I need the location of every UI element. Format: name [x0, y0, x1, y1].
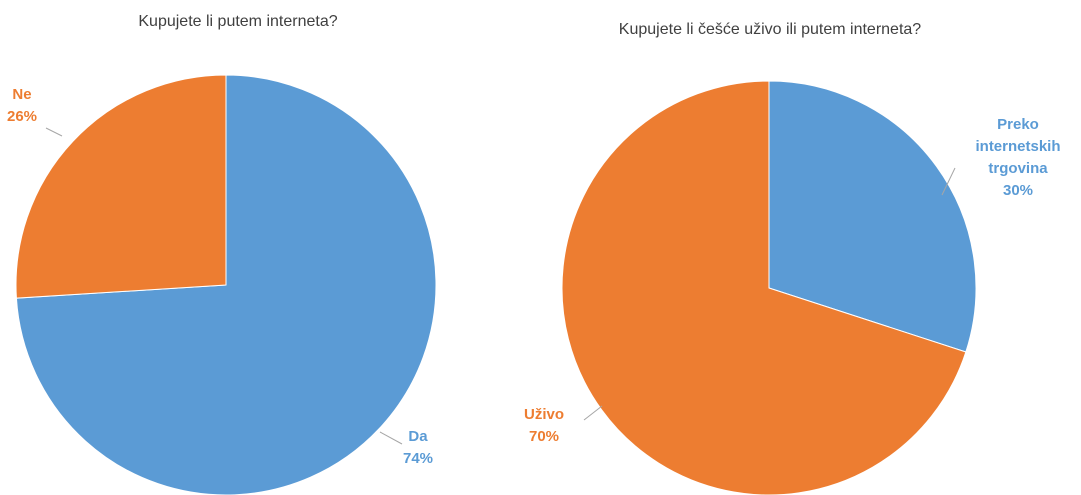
data-label: Ne 26% — [0, 84, 44, 128]
value-label: 26% — [6, 108, 38, 125]
chart-title: Kupujete li češće uživo ili putem intern… — [619, 21, 921, 38]
category-label: Ne — [12, 86, 32, 103]
category-label: Uživo — [523, 406, 564, 423]
leader-line — [583, 405, 603, 421]
chart-title: Kupujete li putem interneta? — [138, 13, 337, 30]
pie-slice — [561, 80, 967, 495]
pie-slice — [15, 74, 227, 299]
value-label: 30% — [1002, 182, 1034, 199]
category-label: Preko internetskih trgovina — [975, 116, 1061, 177]
leader-line — [941, 167, 956, 196]
value-label: 74% — [402, 450, 434, 467]
leader-line — [379, 431, 403, 445]
pie-slice — [768, 80, 977, 353]
data-label: Uživo 70% — [510, 404, 578, 448]
data-label: Preko internetskih trgovina 30% — [962, 114, 1074, 202]
leader-line — [45, 127, 63, 137]
value-label: 70% — [528, 428, 560, 445]
data-label: Da 74% — [388, 426, 448, 470]
category-label: Da — [408, 428, 428, 445]
